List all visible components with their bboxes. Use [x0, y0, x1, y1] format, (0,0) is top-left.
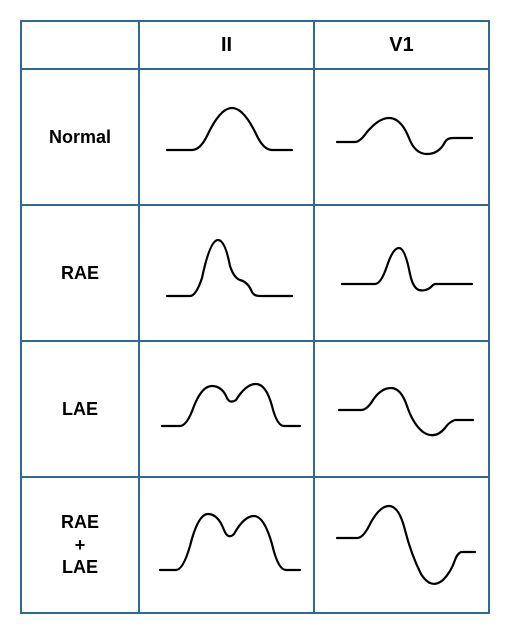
row-label-line: RAE — [61, 263, 99, 283]
table-body: NormalRAELAERAE+LAE — [21, 69, 489, 613]
wave-icon — [152, 82, 302, 192]
row-label-line: LAE — [62, 557, 98, 577]
wave-icon — [327, 490, 477, 600]
column-header: II — [139, 21, 314, 69]
wave-path — [167, 240, 292, 296]
wave-path — [337, 118, 472, 154]
wave-cell — [139, 69, 314, 205]
wave-cell — [314, 341, 489, 477]
row-label-line: Normal — [49, 127, 111, 147]
wave-cell — [314, 477, 489, 613]
wave-cell — [139, 205, 314, 341]
table-row: RAE — [21, 205, 489, 341]
row-label-line: RAE — [61, 512, 99, 532]
wave-icon — [327, 354, 477, 464]
table-row: Normal — [21, 69, 489, 205]
row-label-line: LAE — [62, 399, 98, 419]
wave-icon — [327, 82, 477, 192]
wave-path — [162, 384, 300, 426]
wave-path — [337, 506, 475, 584]
table-header-row: IIV1 — [21, 21, 489, 69]
header-empty — [21, 21, 139, 69]
wave-path — [342, 248, 472, 290]
wave-cell — [139, 477, 314, 613]
table-row: LAE — [21, 341, 489, 477]
wave-cell — [314, 205, 489, 341]
row-label: RAE — [21, 205, 139, 341]
wave-icon — [152, 218, 302, 328]
wave-icon — [152, 354, 302, 464]
row-label: RAE +LAE — [21, 477, 139, 613]
wave-icon — [152, 490, 302, 600]
row-label-line: + — [75, 535, 86, 555]
wave-cell — [314, 69, 489, 205]
wave-path — [167, 108, 292, 150]
row-label: Normal — [21, 69, 139, 205]
table-row: RAE +LAE — [21, 477, 489, 613]
wave-path — [160, 514, 300, 570]
pwave-morphology-table: IIV1 NormalRAELAERAE+LAE — [20, 20, 490, 614]
column-header: V1 — [314, 21, 489, 69]
wave-cell — [139, 341, 314, 477]
wave-icon — [327, 218, 477, 328]
row-label: LAE — [21, 341, 139, 477]
wave-path — [339, 388, 473, 435]
